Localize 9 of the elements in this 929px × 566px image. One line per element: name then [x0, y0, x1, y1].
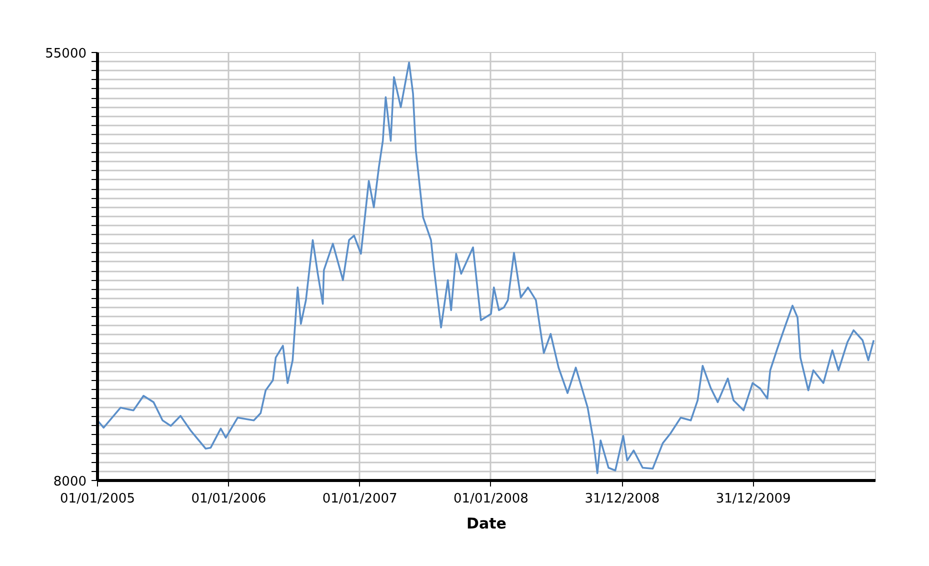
- y-tick-label: 55000: [45, 46, 87, 62]
- x-tick-label: 01/01/2006: [191, 492, 266, 506]
- x-tick-label: 31/12/2008: [584, 492, 660, 506]
- x-tick-label: 01/01/2007: [322, 492, 398, 506]
- y-tick-label: 8000: [53, 474, 87, 490]
- x-tick-label: 01/01/2005: [60, 492, 135, 506]
- x-tick-label: 01/01/2008: [454, 492, 528, 506]
- x-axis-title: Date: [466, 514, 506, 532]
- x-tick-label: 31/12/2009: [716, 492, 791, 506]
